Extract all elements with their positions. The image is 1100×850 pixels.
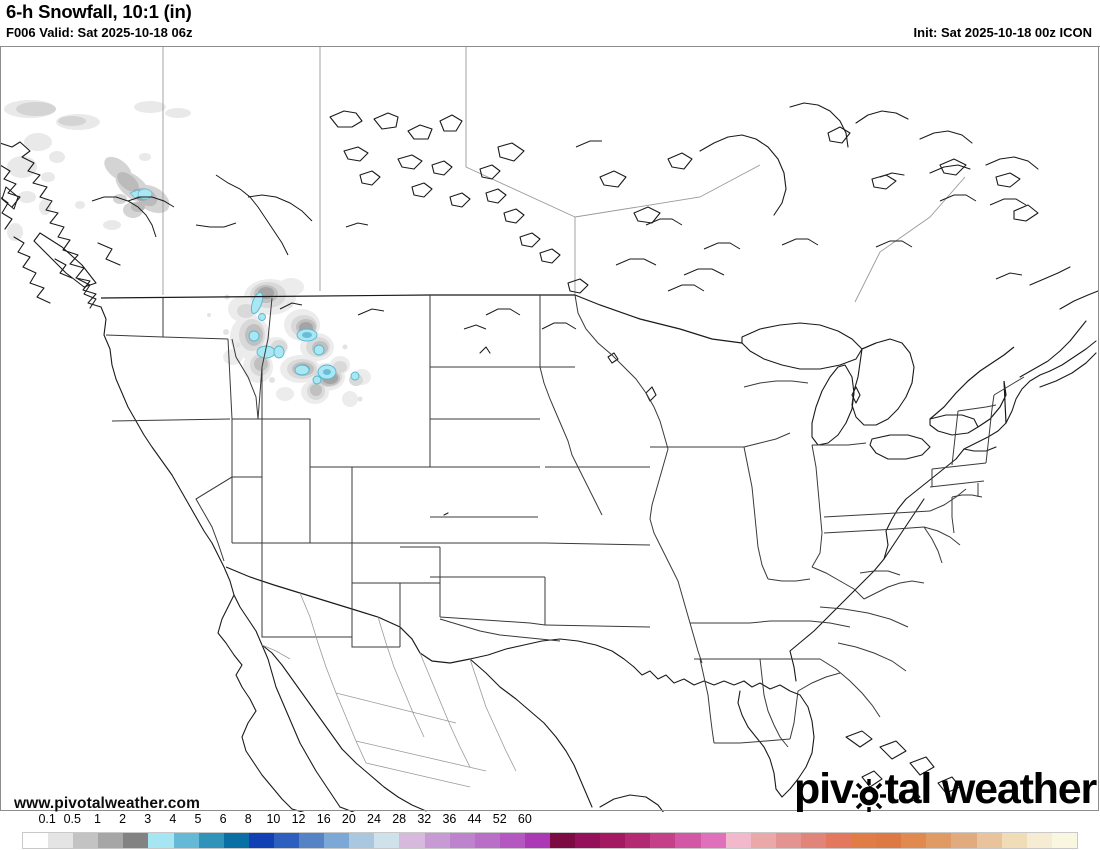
colorbar-swatch: [851, 833, 877, 848]
logo-text-part1: piv: [794, 765, 854, 813]
colorbar-swatch: [1026, 833, 1052, 848]
colorbar-swatch: [23, 833, 49, 848]
colorbar-swatch: [876, 833, 902, 848]
colorbar-tick-label: 52: [492, 812, 507, 826]
colorbar-swatch: [299, 833, 325, 848]
colorbar-swatches[interactable]: [22, 832, 1078, 849]
gear-sun-icon: [851, 778, 886, 813]
colorbar-swatch: [700, 833, 726, 848]
colorbar-swatch: [901, 833, 927, 848]
colorbar-swatch: [800, 833, 826, 848]
valid-time-label: F006 Valid: Sat 2025-10-18 06z: [6, 25, 193, 40]
colorbar-swatch: [826, 833, 852, 848]
colorbar-tick-label: 4: [169, 812, 177, 826]
colorbar-swatch: [575, 833, 601, 848]
site-watermark: www.pivotalweather.com: [14, 795, 200, 812]
colorbar-swatch: [424, 833, 450, 848]
colorbar-swatch: [650, 833, 676, 848]
colorbar-tick-label: 0.1: [38, 812, 56, 826]
coastlines-layer: [0, 102, 1099, 812]
logo-text-part2: tal weather: [884, 765, 1098, 813]
colorbar-tick-label: 1: [93, 812, 101, 826]
map-canvas[interactable]: [0, 46, 1100, 812]
colorbar-swatch: [524, 833, 550, 848]
colorbar-swatch: [750, 833, 776, 848]
colorbar-tick-label: 10: [266, 812, 281, 826]
colorbar-tick-label: 16: [316, 812, 331, 826]
colorbar-swatch: [248, 833, 274, 848]
colorbar-swatch: [148, 833, 174, 848]
colorbar-swatch: [600, 833, 626, 848]
colorbar-swatch: [549, 833, 576, 848]
colorbar-swatch: [625, 833, 651, 848]
colorbar-tick-label: 32: [417, 812, 432, 826]
colorbar-swatch: [951, 833, 977, 848]
init-time-label: Init: Sat 2025-10-18 00z ICON: [913, 25, 1092, 40]
colorbar-swatch: [1051, 833, 1077, 848]
colorbar-tick-label: 60: [517, 812, 532, 826]
colorbar-tick-label: 44: [467, 812, 482, 826]
colorbar-tick-label: 20: [341, 812, 356, 826]
province-boundaries: [162, 47, 966, 303]
colorbar-swatch: [1001, 833, 1027, 848]
colorbar-tick-label: 24: [367, 812, 381, 826]
canada-inland-features: [91, 140, 1027, 330]
colorbar-swatch: [324, 833, 350, 848]
colorbar-swatch: [223, 833, 249, 848]
colorbar-swatch: [399, 833, 425, 848]
colorbar-swatch: [725, 833, 751, 848]
colorbar-swatch: [926, 833, 952, 848]
mexico-state-boundaries: [261, 592, 517, 788]
colorbar-tick-label: 3: [144, 812, 152, 826]
colorbar-swatch: [976, 833, 1002, 848]
colorbar-tick-label: 6: [219, 812, 227, 826]
state-boundaries: [105, 294, 1025, 748]
colorbar-swatch: [198, 833, 224, 848]
colorbar-swatch: [675, 833, 701, 848]
colorbar-tick-label: 36: [442, 812, 457, 826]
colorbar-swatch: [123, 833, 149, 848]
colorbar-swatch: [474, 833, 500, 848]
map-svg: [0, 47, 1100, 812]
colorbar-tick-labels: 0.1 0.5 1 2 3 4 5 6 8 10 12 16 20 24 28 32 36 44 52 60: [0, 812, 1100, 832]
colorbar[interactable]: 0.1 0.5 1 2 3 4 5 6 8 10 12 16 20 24 28 32 36 44 52 60: [0, 812, 1100, 850]
colorbar-tick-label: 8: [244, 812, 252, 826]
colorbar-swatch: [48, 833, 74, 848]
colorbar-swatch: [98, 833, 124, 848]
colorbar-swatch: [449, 833, 475, 848]
colorbar-swatch: [499, 833, 525, 848]
colorbar-swatch: [349, 833, 375, 848]
colorbar-swatch: [374, 833, 400, 848]
pivotal-weather-logo: piv tal: [794, 765, 1098, 813]
colorbar-swatch: [775, 833, 801, 848]
colorbar-swatch: [73, 833, 99, 848]
colorbar-tick-label: 0.5: [63, 812, 81, 826]
colorbar-tick-label: 12: [291, 812, 306, 826]
colorbar-tick-label: 2: [119, 812, 127, 826]
page-title: 6-h Snowfall, 10:1 (in): [6, 1, 192, 22]
map-header: 6-h Snowfall, 10:1 (in) F006 Valid: Sat …: [0, 0, 1100, 46]
colorbar-swatch: [273, 833, 300, 848]
colorbar-swatch: [173, 833, 199, 848]
colorbar-tick-label: 28: [392, 812, 407, 826]
colorbar-tick-label: 5: [194, 812, 202, 826]
